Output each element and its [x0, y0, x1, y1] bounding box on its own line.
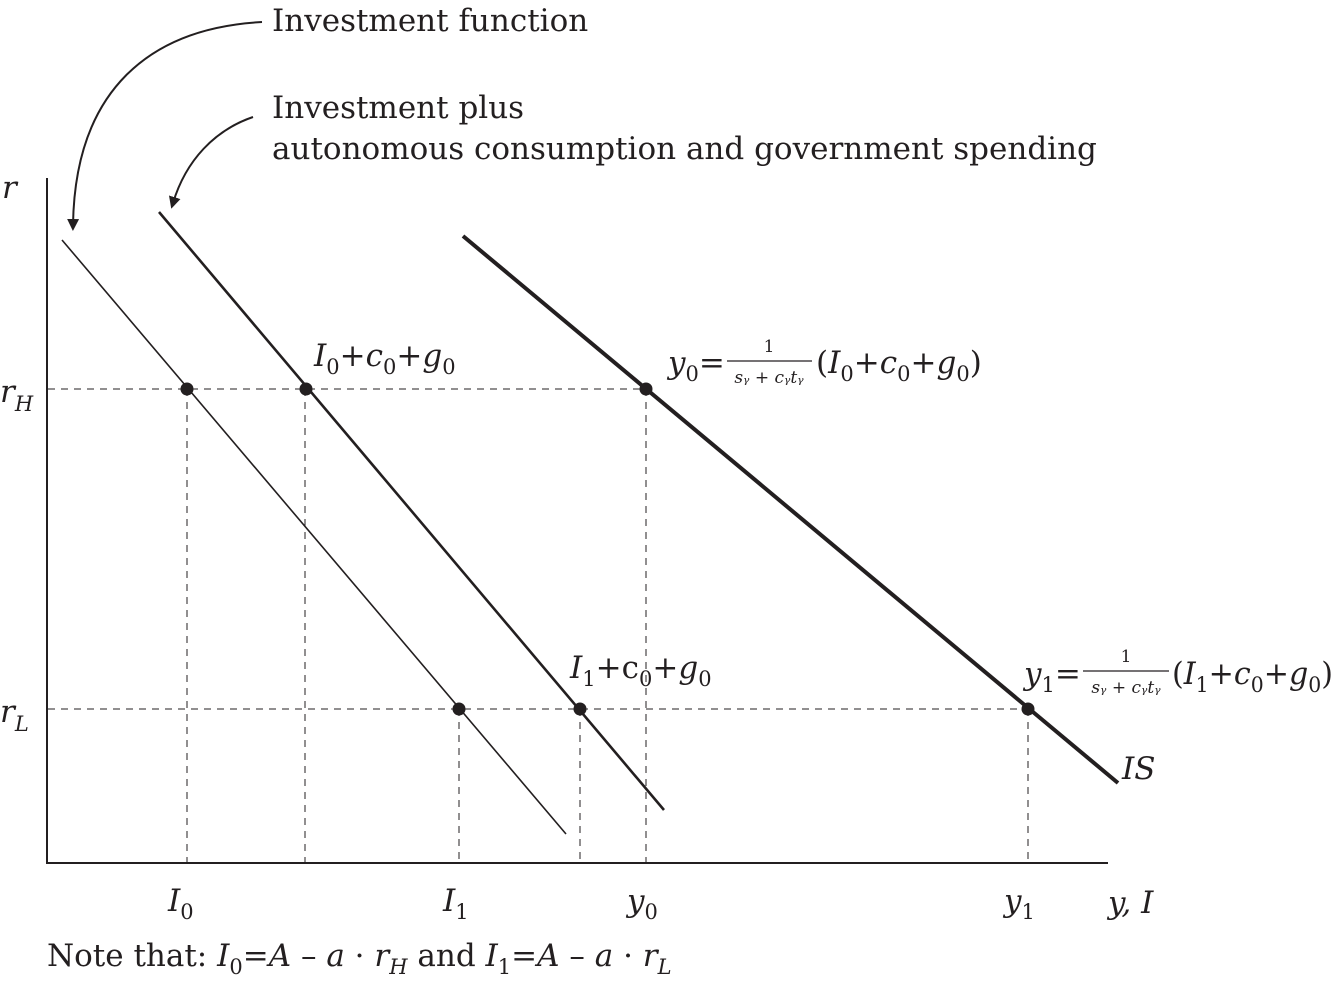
point-sum1-rl: [573, 702, 587, 716]
y-axis-label: r: [2, 170, 19, 206]
tick-y0: y0: [625, 883, 658, 924]
tick-y1: y1: [1002, 883, 1035, 924]
investment-function-line: [61, 239, 567, 835]
note-text: Note that: I0=A – a · rH and I1=A – a · …: [47, 938, 672, 979]
svg-text:(I1+c0+g0): (I1+c0+g0): [1172, 656, 1333, 697]
tick-i0: I0: [167, 883, 194, 924]
investment-plus-line: [158, 211, 665, 811]
point-sum0-rh: [299, 382, 313, 396]
point-i1-rl: [452, 702, 466, 716]
svg-text:1: 1: [1121, 647, 1132, 667]
x-axis-label: y, I: [1106, 885, 1154, 921]
investment-function-label: Investment function: [272, 3, 588, 39]
y1-equation: y1= 1 sᵧ + cᵧtᵧ (I1+c0+g0): [1022, 647, 1333, 698]
point-i0-rh: [180, 382, 194, 396]
investment-plus-label-line1: Investment plus: [272, 90, 524, 126]
svg-text:sᵧ + cᵧtᵧ: sᵧ + cᵧtᵧ: [734, 368, 804, 388]
investment-function-arrow: [67, 21, 263, 231]
svg-text:1: 1: [764, 337, 775, 357]
sum1-label: I1+c0+g0: [569, 650, 712, 691]
point-y0-rh: [639, 382, 653, 396]
r-high-label: rH: [0, 374, 34, 416]
svg-text:sᵧ + cᵧtᵧ: sᵧ + cᵧtᵧ: [1091, 678, 1161, 698]
tick-i1: I1: [442, 883, 469, 924]
svg-text:(I0+c0+g0): (I0+c0+g0): [816, 345, 982, 386]
is-curve-line: [461, 234, 1120, 785]
investment-plus-label-line2: autonomous consumption and government sp…: [272, 131, 1097, 167]
sum0-label: I0+c0+g0: [313, 338, 456, 379]
point-y1-rl: [1021, 702, 1035, 716]
is-label: IS: [1121, 751, 1155, 787]
r-low-label: rL: [0, 694, 29, 736]
y0-equation: y0= 1 sᵧ + cᵧtᵧ (I0+c0+g0): [666, 337, 982, 388]
svg-text:y1=: y1=: [1022, 656, 1081, 697]
svg-text:y0=: y0=: [666, 345, 725, 386]
investment-plus-arrow: [168, 116, 254, 209]
